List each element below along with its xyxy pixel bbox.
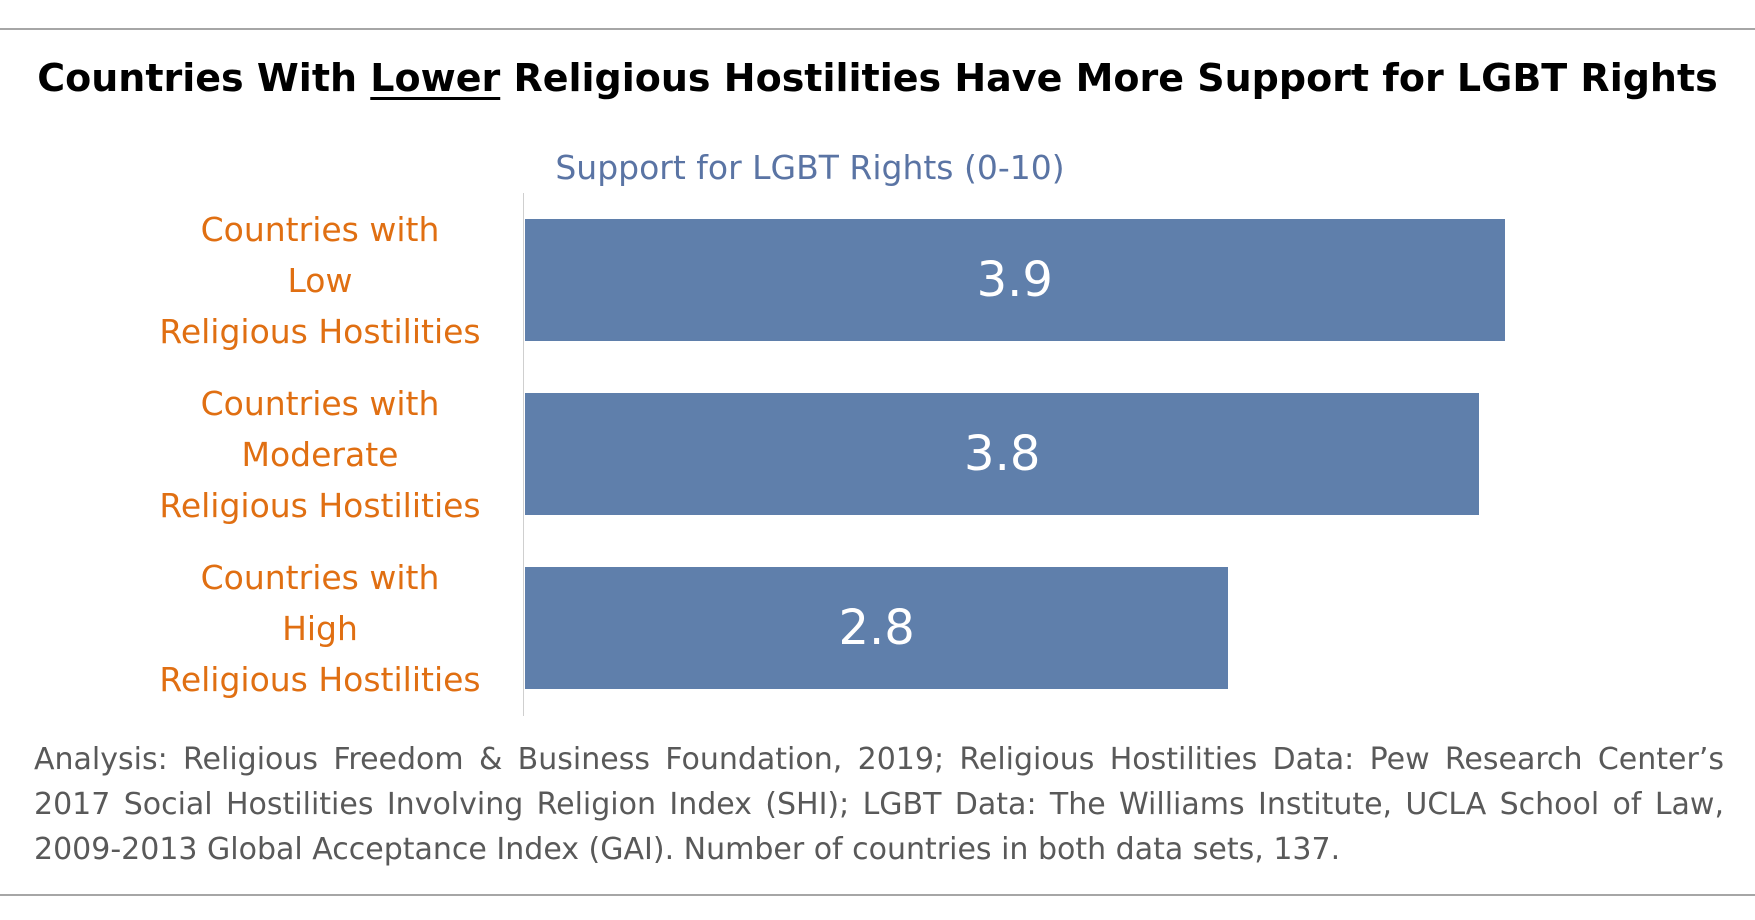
category-axis-line <box>523 193 524 716</box>
category-label-line: Countries with <box>200 209 440 249</box>
top-rule <box>0 28 1755 30</box>
title-emphasis: Lower <box>370 56 501 100</box>
category-label-line: Religious Hostilities <box>159 485 481 525</box>
bar: 2.8 <box>525 567 1229 689</box>
bottom-rule <box>0 894 1755 896</box>
title-before: Countries With <box>37 56 371 100</box>
category-label-line: High <box>282 608 358 648</box>
category-label: Countries with Moderate Religious Hostilit… <box>110 378 530 531</box>
bar: 3.8 <box>525 393 1480 515</box>
value-axis-title: Support for LGBT Rights (0-10) <box>555 148 1065 187</box>
category-label-line: Countries with <box>200 557 440 597</box>
bar: 3.9 <box>525 219 1505 341</box>
category-label: Countries with High Religious Hostilities <box>110 552 530 705</box>
bar-value-label: 3.9 <box>976 252 1053 308</box>
category-label: Countries with Low Religious Hostilities <box>110 204 530 357</box>
category-label-line: Moderate <box>241 434 399 474</box>
source-note: Analysis: Religious Freedom & Business F… <box>34 742 1724 867</box>
category-label-line: Religious Hostilities <box>159 311 481 351</box>
bar-value-label: 2.8 <box>838 600 915 656</box>
category-label-line: Countries with <box>200 383 440 423</box>
title-after: Religious Hostilities Have More Support … <box>500 56 1718 100</box>
bar-value-label: 3.8 <box>964 426 1041 482</box>
category-label-line: Low <box>287 260 353 300</box>
chart-title: Countries With Lower Religious Hostiliti… <box>0 56 1755 100</box>
category-label-line: Religious Hostilities <box>159 659 481 699</box>
